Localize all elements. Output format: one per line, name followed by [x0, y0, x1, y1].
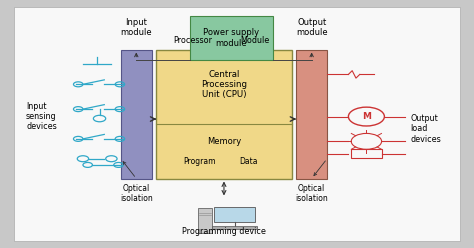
Text: Output
load
devices: Output load devices [410, 114, 441, 144]
Text: Processor: Processor [173, 36, 212, 45]
Text: Module: Module [240, 36, 270, 45]
Text: Input
sensing
devices: Input sensing devices [26, 102, 57, 131]
Text: Program: Program [183, 157, 216, 166]
FancyBboxPatch shape [214, 207, 255, 222]
Text: Power supply
module: Power supply module [203, 28, 259, 48]
Text: Output
module: Output module [296, 18, 328, 37]
FancyBboxPatch shape [212, 226, 257, 229]
FancyBboxPatch shape [198, 208, 212, 233]
Text: Input
module: Input module [120, 18, 152, 37]
FancyBboxPatch shape [296, 50, 327, 179]
Text: Data: Data [239, 157, 257, 166]
Text: M: M [362, 112, 371, 121]
FancyBboxPatch shape [121, 50, 152, 179]
Text: Central
Processing
Unit (CPU): Central Processing Unit (CPU) [201, 70, 247, 99]
FancyBboxPatch shape [156, 50, 292, 179]
Text: Programming device: Programming device [182, 227, 266, 236]
FancyBboxPatch shape [14, 7, 460, 241]
FancyBboxPatch shape [190, 16, 273, 60]
Text: Memory: Memory [207, 137, 241, 146]
Text: Optical
isolation: Optical isolation [120, 184, 153, 203]
Text: Optical
isolation: Optical isolation [295, 184, 328, 203]
